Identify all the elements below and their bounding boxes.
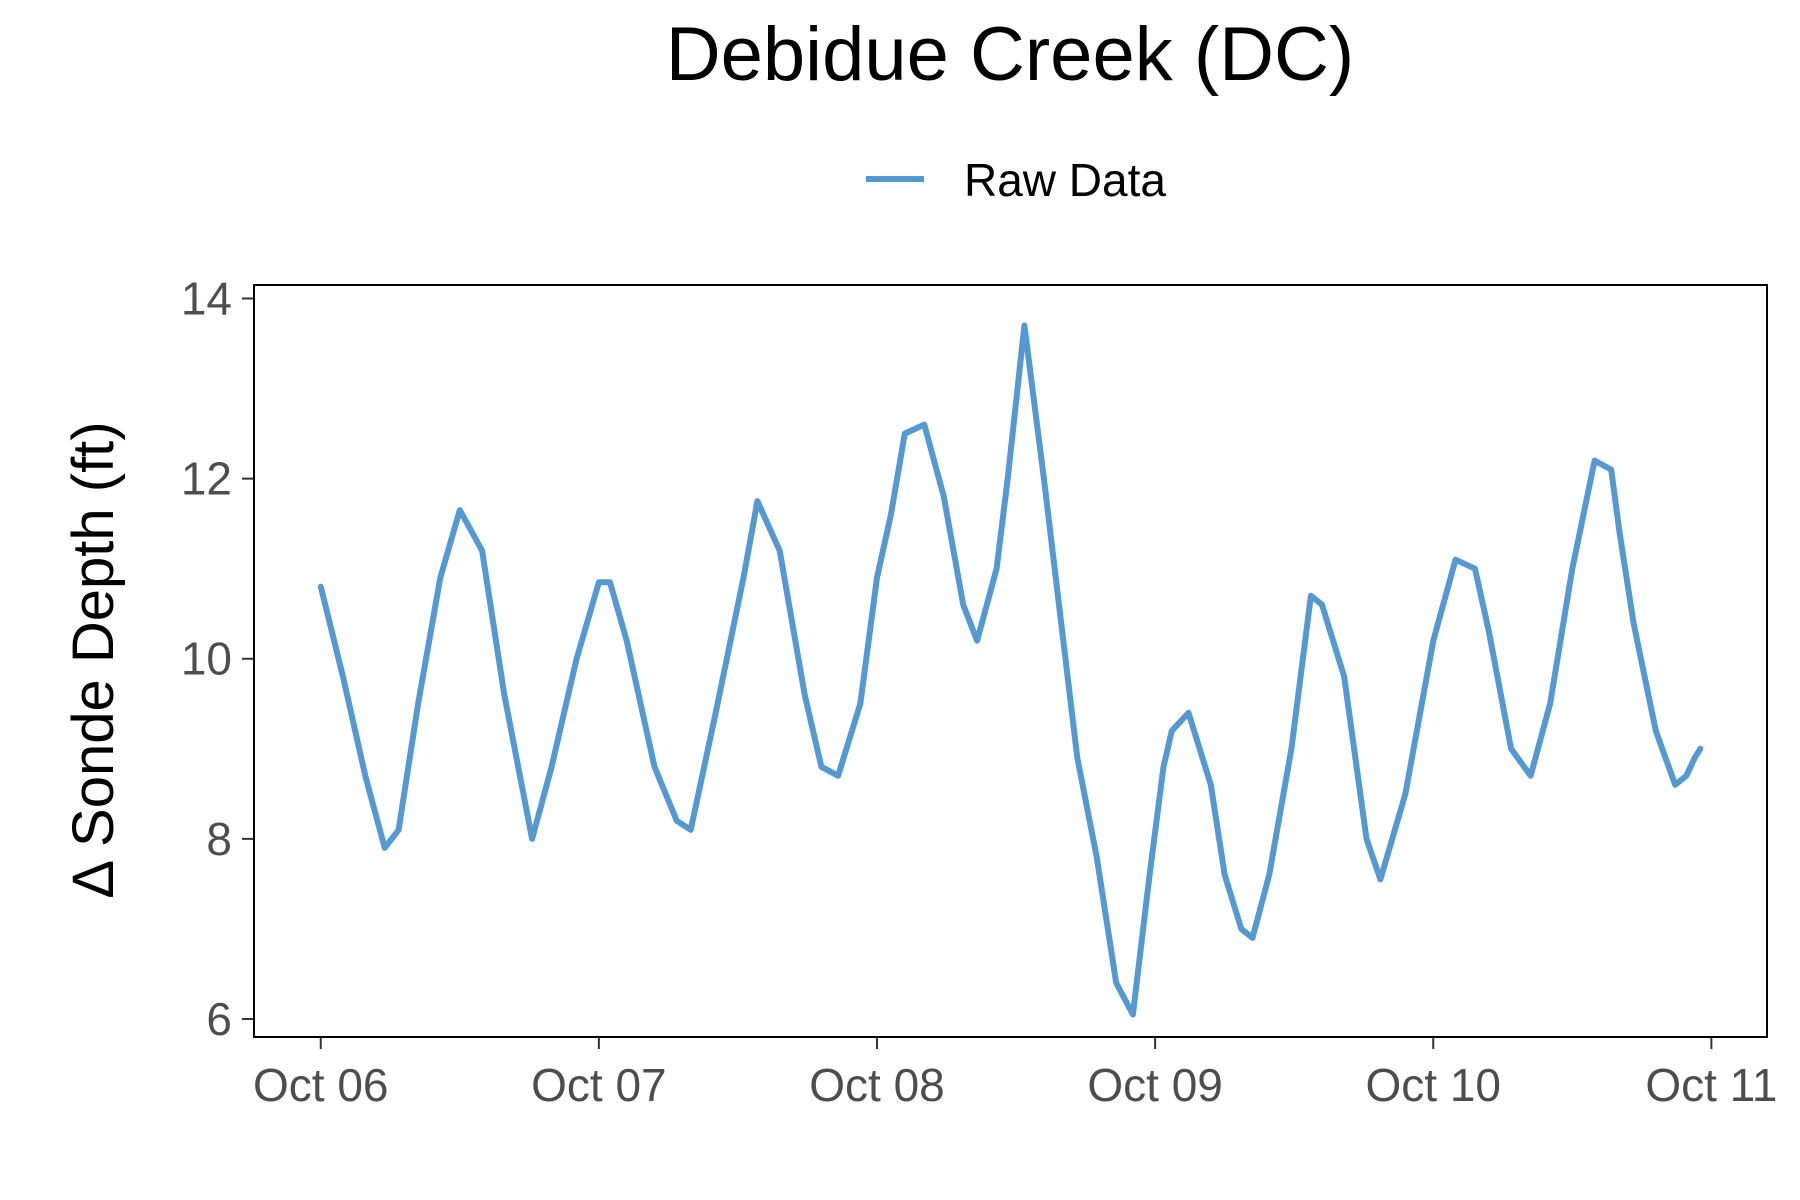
y-tick-label: 8 [206,813,232,865]
x-tick-label: Oct 11 [1645,1059,1777,1111]
series-layer [317,322,1704,1018]
y-tick-label: 10 [181,633,232,685]
y-tick-label: 6 [206,993,232,1045]
x-tick-label: Oct 07 [531,1059,667,1111]
y-tick-label: 14 [181,273,232,325]
x-tick-label: Oct 06 [253,1059,389,1111]
legend: Raw Data [866,154,1166,206]
x-tick-label: Oct 10 [1365,1059,1501,1111]
series-line-raw-data [317,322,1704,1018]
y-tick-label: 12 [181,453,232,505]
chart-title: Debidue Creek (DC) [666,12,1354,97]
x-axis: Oct 06 Oct 07 Oct 08 Oct 09 Oct 10 Oct 11 [253,1037,1777,1111]
y-axis: 6 8 10 12 14 [181,273,254,1045]
x-tick-label: Oct 09 [1087,1059,1223,1111]
plot-border [253,284,1768,1038]
legend-label-raw-data: Raw Data [964,154,1166,206]
x-tick-label: Oct 08 [809,1059,945,1111]
y-axis-label: Δ Sonde Depth (ft) [61,421,126,898]
